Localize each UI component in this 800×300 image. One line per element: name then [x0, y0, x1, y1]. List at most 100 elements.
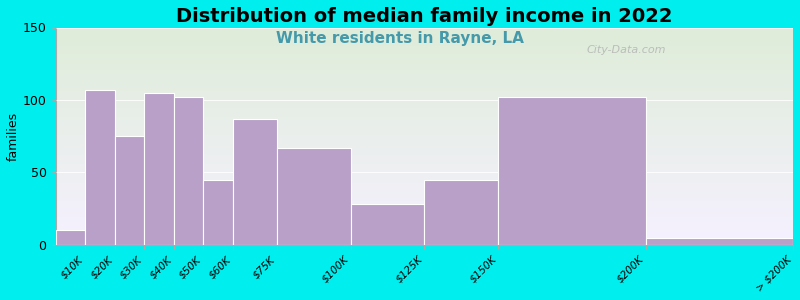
Bar [56, 40, 793, 42]
Bar [56, 239, 793, 241]
Bar [56, 149, 793, 150]
Bar [56, 98, 793, 99]
Bar [56, 148, 793, 149]
Bar [56, 188, 793, 190]
Bar [56, 138, 793, 140]
Bar [56, 67, 793, 68]
Bar [56, 79, 793, 80]
Bar [56, 241, 793, 242]
Bar [56, 195, 793, 196]
Bar [56, 220, 793, 221]
Bar [56, 71, 793, 72]
Bar [56, 213, 793, 214]
Bar [56, 161, 793, 162]
Bar [56, 190, 793, 192]
Bar [56, 231, 793, 232]
Bar [56, 76, 793, 77]
Bar [56, 116, 793, 117]
Bar [56, 194, 793, 195]
Bar [56, 32, 793, 33]
Bar [174, 97, 203, 245]
Bar [56, 83, 793, 84]
Bar [56, 115, 793, 116]
Bar [56, 74, 793, 75]
Bar [56, 118, 793, 119]
Bar [56, 46, 793, 47]
Bar [233, 119, 277, 245]
Bar [56, 137, 793, 138]
Bar [56, 159, 793, 160]
Bar [56, 230, 85, 245]
Bar [56, 77, 793, 79]
Bar [56, 212, 793, 213]
Bar [56, 164, 793, 166]
Bar [56, 185, 793, 186]
Bar [56, 182, 793, 183]
Bar [56, 43, 793, 44]
Bar [56, 47, 793, 48]
Bar [56, 64, 793, 66]
Bar [56, 217, 793, 218]
Bar [56, 211, 793, 212]
Bar [56, 58, 793, 59]
Bar [56, 128, 793, 129]
Bar [56, 186, 793, 187]
Bar [56, 193, 793, 194]
Bar [56, 34, 793, 35]
Bar [56, 54, 793, 55]
Bar [56, 130, 793, 131]
Bar [56, 219, 793, 220]
Bar [56, 87, 793, 88]
Bar [56, 206, 793, 207]
Bar [56, 72, 793, 73]
Bar [56, 37, 793, 38]
Bar [56, 62, 793, 63]
Bar [56, 69, 793, 70]
Bar [56, 141, 793, 142]
Bar [56, 120, 793, 121]
Bar [56, 197, 793, 198]
Bar [56, 236, 793, 237]
Bar [56, 94, 793, 95]
Bar [56, 70, 793, 71]
Bar [56, 145, 793, 146]
Bar [56, 95, 793, 96]
Bar [56, 49, 793, 50]
Bar [56, 184, 793, 185]
Bar [56, 205, 793, 206]
Bar [56, 224, 793, 225]
Bar [56, 45, 793, 46]
Bar [56, 123, 793, 124]
Bar [56, 142, 793, 143]
Bar [56, 133, 793, 134]
Bar [56, 208, 793, 209]
Bar [56, 232, 793, 233]
Bar [56, 158, 793, 159]
Bar [56, 162, 793, 164]
Bar [56, 166, 793, 167]
Bar [56, 160, 793, 161]
Bar [114, 136, 144, 245]
Bar [56, 242, 793, 243]
Bar [56, 55, 793, 56]
Bar [56, 119, 793, 120]
Bar [56, 122, 793, 123]
Bar [56, 66, 793, 67]
Bar [56, 226, 793, 228]
Bar [56, 63, 793, 64]
Bar [56, 84, 793, 85]
Bar [56, 210, 793, 211]
Bar [56, 59, 793, 60]
Bar [56, 80, 793, 81]
Bar [56, 200, 793, 202]
Bar [56, 155, 793, 156]
Bar [56, 117, 793, 118]
Bar [56, 168, 793, 169]
Bar [56, 100, 793, 101]
Bar [56, 28, 793, 30]
Bar [56, 146, 793, 147]
Bar [56, 202, 793, 204]
Bar [56, 36, 793, 37]
Bar [56, 218, 793, 219]
Bar [56, 56, 793, 57]
